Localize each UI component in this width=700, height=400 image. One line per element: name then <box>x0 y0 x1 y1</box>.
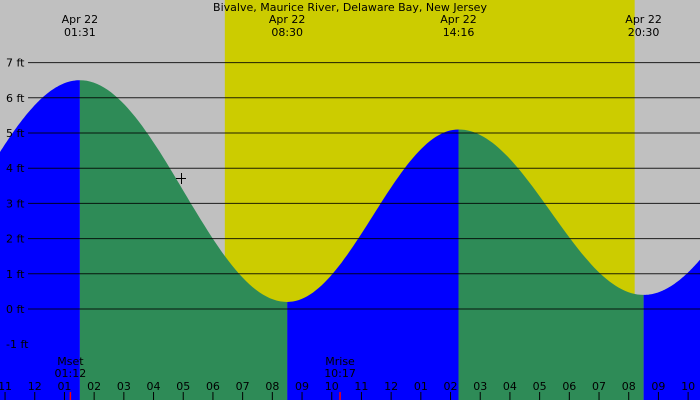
x-tick-label: 05 <box>176 380 190 393</box>
extreme-time-label: 01:31 <box>64 26 96 39</box>
x-tick-label: 02 <box>87 380 101 393</box>
x-tick-label: 08 <box>622 380 636 393</box>
y-tick-label: 6 ft <box>6 92 25 105</box>
y-tick-label: -1 ft <box>6 338 29 351</box>
x-tick-label: 04 <box>147 380 161 393</box>
falling-tide-segment <box>79 80 288 400</box>
extreme-time-label: 20:30 <box>628 26 660 39</box>
moon-event-time: 10:17 <box>324 367 356 380</box>
x-tick-label: 09 <box>295 380 309 393</box>
extreme-date-label: Apr 22 <box>62 13 99 26</box>
x-tick-label: 10 <box>325 380 339 393</box>
rising-tide-segment <box>0 80 80 400</box>
y-tick-label: 5 ft <box>6 127 25 140</box>
x-axis-tick-labels: 11 12 01 02 03 04 05 06 07 08 09 10 11 12 01 02 03 04 05 06… <box>0 380 695 400</box>
x-tick-label: 01 <box>414 380 428 393</box>
x-tick-label: 06 <box>206 380 220 393</box>
y-tick-label: 1 ft <box>6 268 25 281</box>
x-tick-label: 09 <box>651 380 665 393</box>
x-tick-label: 07 <box>592 380 606 393</box>
x-tick-label: 11 <box>0 380 12 393</box>
extreme-date-label: Apr 22 <box>625 13 662 26</box>
rising-tide-segment <box>643 259 700 400</box>
falling-tide-segment <box>458 129 644 400</box>
x-tick-label: 12 <box>384 380 398 393</box>
extreme-time-label: 08:30 <box>271 26 303 39</box>
y-tick-label: 4 ft <box>6 162 25 175</box>
extreme-date-label: Apr 22 <box>269 13 306 26</box>
tide-area <box>0 80 700 400</box>
x-tick-label: 08 <box>265 380 279 393</box>
x-tick-label: 11 <box>354 380 368 393</box>
chart-title: Bivalve, Maurice River, Delaware Bay, Ne… <box>213 1 487 14</box>
y-tick-label: 2 ft <box>6 233 25 246</box>
moon-event-label: Mset <box>57 355 84 368</box>
x-tick-label: 07 <box>236 380 250 393</box>
extreme-time-label: 14:16 <box>443 26 475 39</box>
x-tick-label: 12 <box>28 380 42 393</box>
x-tick-label: 02 <box>444 380 458 393</box>
y-tick-label: 0 ft <box>6 303 25 316</box>
x-tick-label: 03 <box>473 380 487 393</box>
x-tick-label: 01 <box>57 380 71 393</box>
x-tick-label: 03 <box>117 380 131 393</box>
x-tick-label: 06 <box>562 380 576 393</box>
y-tick-label: 7 ft <box>6 57 25 70</box>
rising-tide-segment <box>287 129 459 400</box>
y-axis-tick-labels: -1 ft 0 ft 1 ft 2 ft 3 ft 4 ft 5 ft 6 ft 7 ft <box>6 57 29 352</box>
crosshair-cursor <box>176 173 186 184</box>
x-tick-label: 05 <box>533 380 547 393</box>
extreme-date-label: Apr 22 <box>440 13 477 26</box>
y-tick-label: 3 ft <box>6 197 25 210</box>
moon-event-time: 01:12 <box>55 367 87 380</box>
moon-event-label: Mrise <box>325 355 355 368</box>
x-tick-label: 10 <box>681 380 695 393</box>
x-tick-label: 04 <box>503 380 517 393</box>
grid-lines <box>28 62 700 310</box>
